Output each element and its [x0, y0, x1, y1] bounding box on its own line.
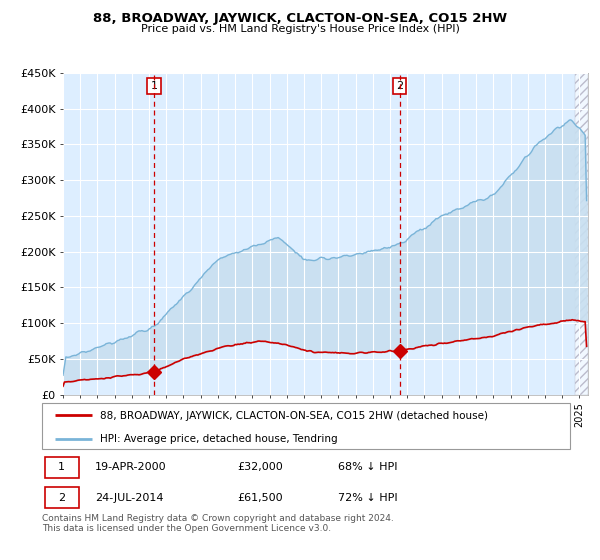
Text: 1: 1: [151, 81, 158, 91]
Text: HPI: Average price, detached house, Tendring: HPI: Average price, detached house, Tend…: [100, 435, 338, 444]
Text: 72% ↓ HPI: 72% ↓ HPI: [338, 493, 397, 503]
Text: Price paid vs. HM Land Registry's House Price Index (HPI): Price paid vs. HM Land Registry's House …: [140, 24, 460, 34]
Text: 2: 2: [396, 81, 403, 91]
Text: 88, BROADWAY, JAYWICK, CLACTON-ON-SEA, CO15 2HW (detached house): 88, BROADWAY, JAYWICK, CLACTON-ON-SEA, C…: [100, 410, 488, 421]
Text: Contains HM Land Registry data © Crown copyright and database right 2024.
This d: Contains HM Land Registry data © Crown c…: [42, 514, 394, 533]
Text: 1: 1: [58, 462, 65, 472]
Text: 2: 2: [58, 493, 65, 503]
Text: £32,000: £32,000: [238, 462, 283, 472]
Text: 88, BROADWAY, JAYWICK, CLACTON-ON-SEA, CO15 2HW: 88, BROADWAY, JAYWICK, CLACTON-ON-SEA, C…: [93, 12, 507, 25]
Text: £61,500: £61,500: [238, 493, 283, 503]
Bar: [575, 73, 588, 395]
Text: 19-APR-2000: 19-APR-2000: [95, 462, 166, 472]
Text: 24-JUL-2014: 24-JUL-2014: [95, 493, 163, 503]
Text: 68% ↓ HPI: 68% ↓ HPI: [338, 462, 397, 472]
FancyBboxPatch shape: [42, 403, 570, 449]
Bar: [575, 73, 588, 395]
FancyBboxPatch shape: [44, 487, 79, 508]
FancyBboxPatch shape: [44, 457, 79, 478]
